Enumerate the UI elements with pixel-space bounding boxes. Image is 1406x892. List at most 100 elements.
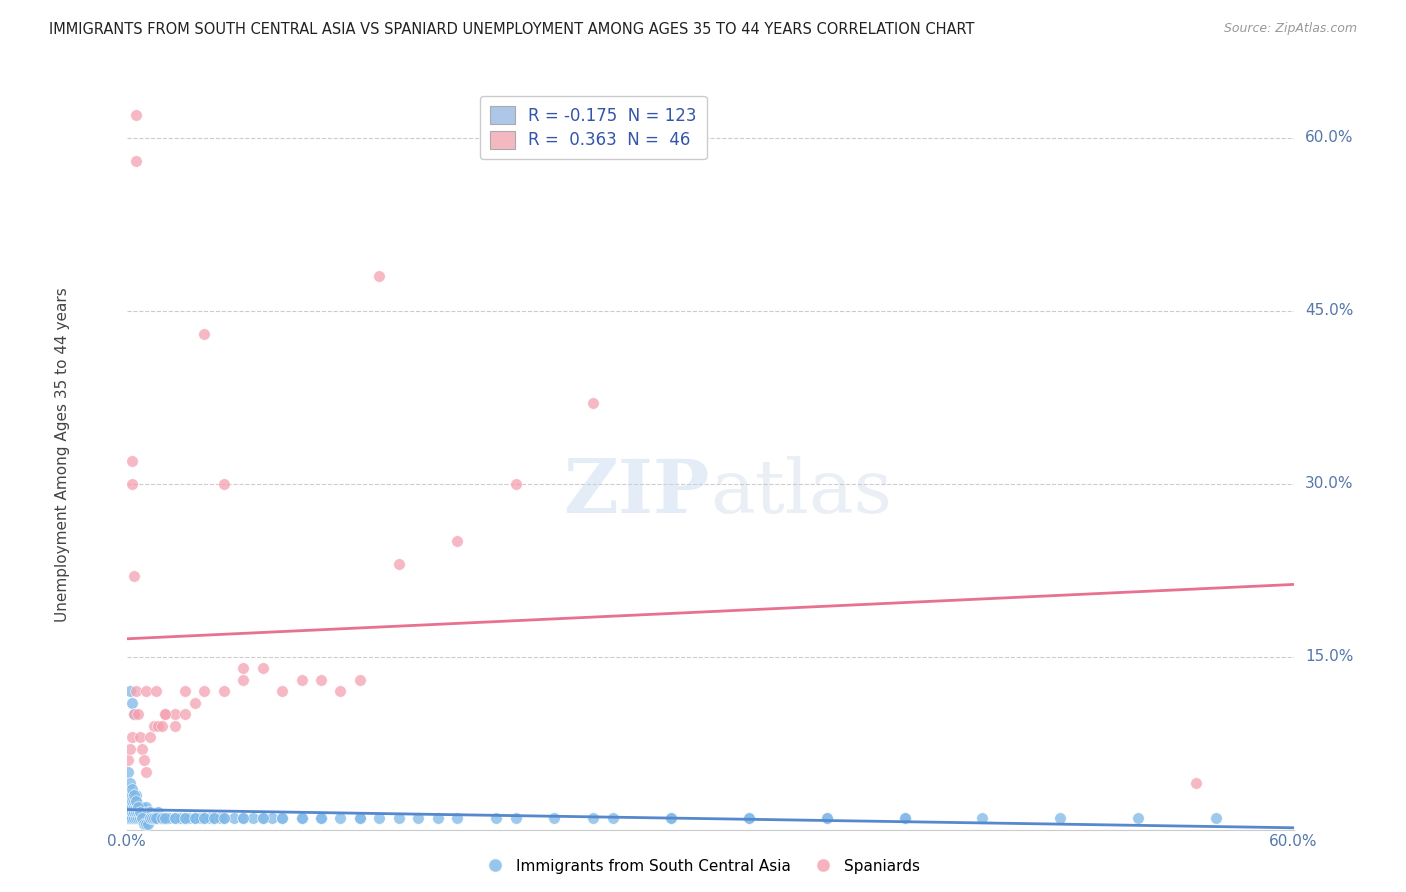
Point bbox=[309, 811, 332, 825]
Point bbox=[368, 811, 391, 825]
Point bbox=[129, 805, 152, 820]
Point bbox=[132, 805, 155, 820]
Point bbox=[131, 799, 153, 814]
Point bbox=[124, 805, 146, 820]
Point bbox=[139, 805, 162, 820]
Point bbox=[193, 326, 215, 341]
Point bbox=[309, 673, 332, 687]
Point bbox=[142, 719, 165, 733]
Text: atlas: atlas bbox=[710, 456, 893, 529]
Point bbox=[232, 673, 254, 687]
Point bbox=[165, 707, 187, 722]
Point bbox=[139, 811, 162, 825]
Point bbox=[208, 811, 231, 825]
Point bbox=[125, 788, 148, 802]
Point bbox=[1126, 811, 1149, 825]
Point bbox=[271, 811, 294, 825]
Point bbox=[132, 753, 155, 767]
Point bbox=[155, 707, 177, 722]
Point bbox=[145, 684, 167, 698]
Point bbox=[124, 707, 146, 722]
Point bbox=[124, 788, 146, 802]
Point bbox=[290, 811, 312, 825]
Point bbox=[135, 799, 157, 814]
Point bbox=[121, 453, 143, 467]
Point bbox=[252, 811, 274, 825]
Point bbox=[582, 396, 605, 410]
Point bbox=[893, 811, 915, 825]
Point bbox=[121, 799, 143, 814]
Point bbox=[145, 811, 167, 825]
Point bbox=[485, 811, 508, 825]
Point bbox=[135, 684, 157, 698]
Point bbox=[193, 684, 215, 698]
Point bbox=[131, 811, 153, 825]
Text: IMMIGRANTS FROM SOUTH CENTRAL ASIA VS SPANIARD UNEMPLOYMENT AMONG AGES 35 TO 44 : IMMIGRANTS FROM SOUTH CENTRAL ASIA VS SP… bbox=[49, 22, 974, 37]
Point bbox=[165, 811, 187, 825]
Point bbox=[142, 811, 165, 825]
Point bbox=[120, 742, 142, 756]
Point bbox=[505, 811, 527, 825]
Point bbox=[388, 811, 411, 825]
Point bbox=[290, 811, 312, 825]
Point bbox=[252, 811, 274, 825]
Point bbox=[124, 569, 146, 583]
Point bbox=[815, 811, 838, 825]
Point bbox=[183, 811, 205, 825]
Point bbox=[117, 764, 139, 779]
Point bbox=[117, 799, 139, 814]
Point bbox=[212, 684, 235, 698]
Point bbox=[309, 811, 332, 825]
Text: ZIP: ZIP bbox=[564, 456, 710, 529]
Point bbox=[232, 811, 254, 825]
Point bbox=[117, 753, 139, 767]
Point bbox=[136, 811, 159, 825]
Point bbox=[129, 805, 152, 820]
Point bbox=[202, 811, 225, 825]
Point bbox=[193, 811, 215, 825]
Legend: R = -0.175  N = 123, R =  0.363  N =  46: R = -0.175 N = 123, R = 0.363 N = 46 bbox=[479, 96, 707, 160]
Point bbox=[167, 811, 190, 825]
Point bbox=[127, 811, 149, 825]
Point bbox=[222, 811, 245, 825]
Text: 30.0%: 30.0% bbox=[1305, 476, 1354, 491]
Point bbox=[1185, 776, 1208, 790]
Point bbox=[121, 794, 143, 808]
Point bbox=[121, 805, 143, 820]
Point bbox=[157, 811, 180, 825]
Point bbox=[152, 811, 174, 825]
Point bbox=[150, 811, 173, 825]
Point bbox=[155, 811, 177, 825]
Point bbox=[146, 811, 169, 825]
Point bbox=[146, 805, 169, 820]
Point bbox=[262, 811, 284, 825]
Point bbox=[135, 764, 157, 779]
Point bbox=[124, 794, 146, 808]
Point bbox=[120, 776, 142, 790]
Point bbox=[131, 811, 153, 825]
Point bbox=[155, 707, 177, 722]
Point bbox=[125, 153, 148, 168]
Point bbox=[408, 811, 430, 825]
Point bbox=[972, 811, 994, 825]
Point bbox=[177, 811, 200, 825]
Point bbox=[135, 817, 157, 831]
Point bbox=[659, 811, 682, 825]
Point bbox=[329, 684, 352, 698]
Point bbox=[155, 811, 177, 825]
Point bbox=[150, 719, 173, 733]
Point bbox=[120, 811, 142, 825]
Point bbox=[446, 534, 468, 549]
Point bbox=[132, 817, 155, 831]
Point bbox=[120, 788, 142, 802]
Point bbox=[131, 742, 153, 756]
Point bbox=[212, 811, 235, 825]
Point bbox=[659, 811, 682, 825]
Point bbox=[129, 731, 152, 745]
Point bbox=[174, 684, 197, 698]
Point bbox=[121, 811, 143, 825]
Point bbox=[135, 805, 157, 820]
Point bbox=[124, 707, 146, 722]
Point bbox=[142, 811, 165, 825]
Point bbox=[232, 661, 254, 675]
